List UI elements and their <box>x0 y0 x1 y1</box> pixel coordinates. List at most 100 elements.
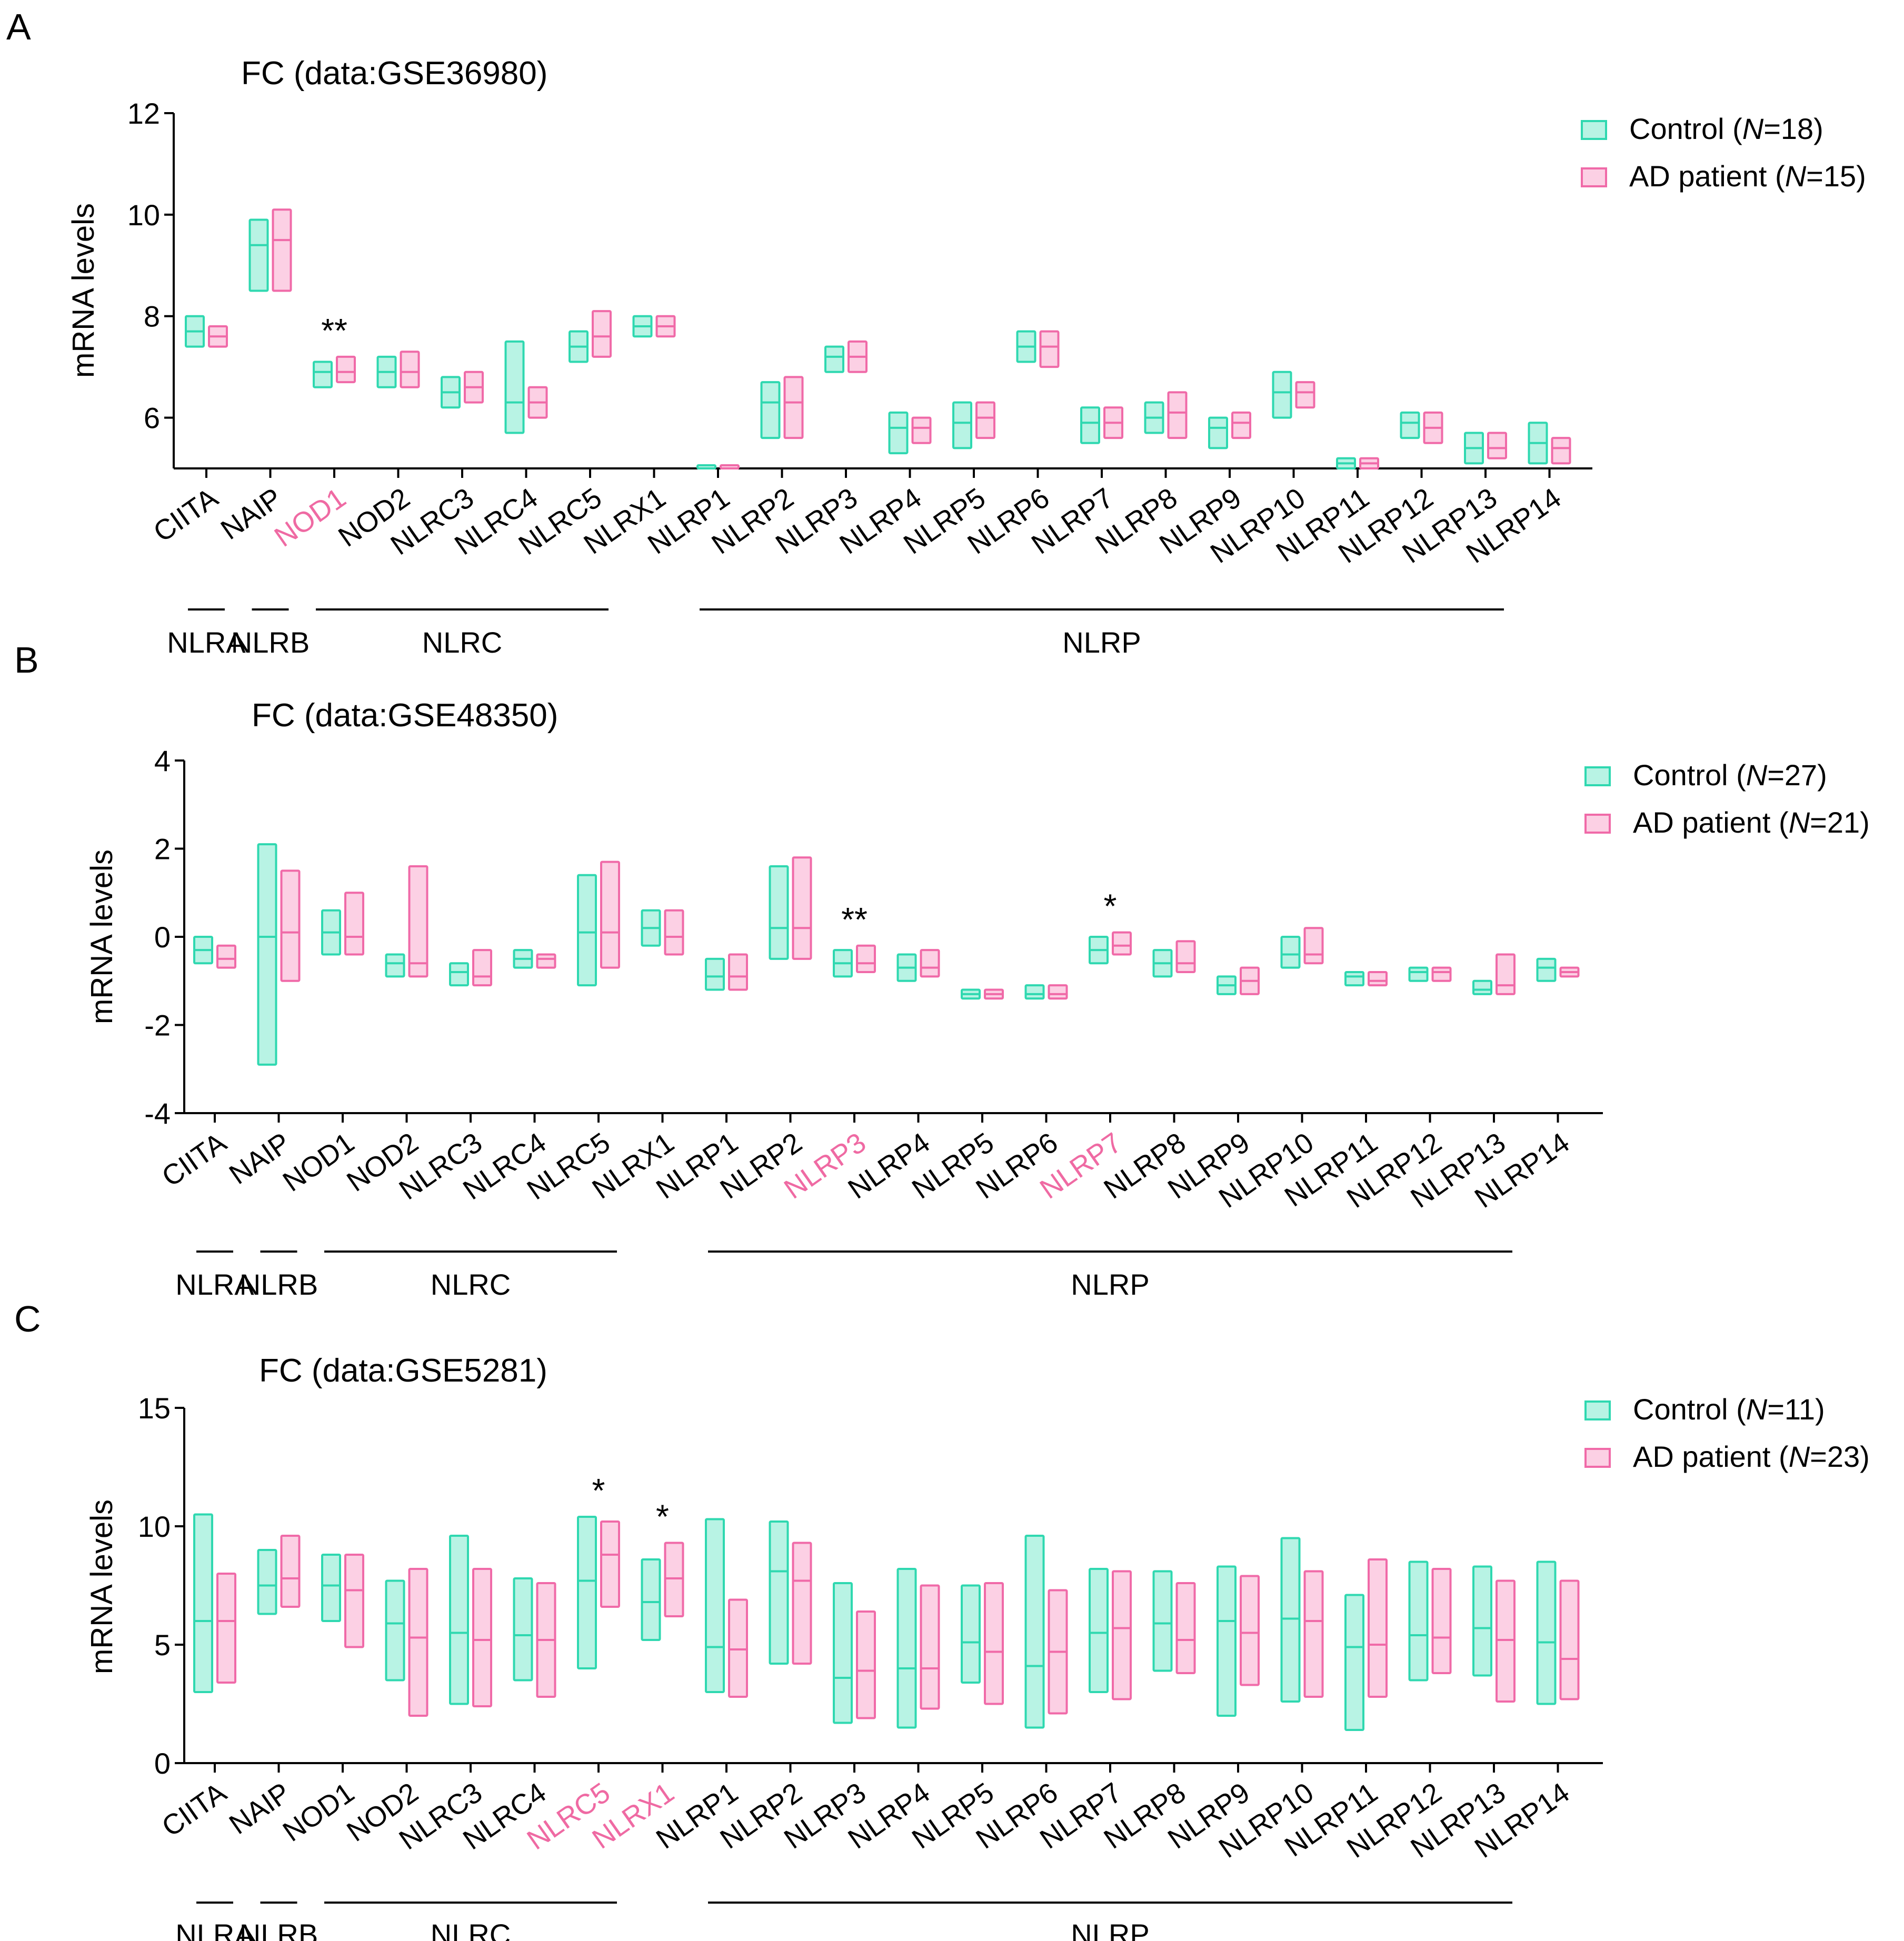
box-rect <box>577 1516 597 1669</box>
box-ad-patient-nlrp7 <box>1112 1570 1132 1700</box>
x-tick-label-ciita: CIITA <box>156 1127 232 1193</box>
box-rect <box>408 865 428 978</box>
box-rect <box>760 381 781 439</box>
box-control-nlrp12 <box>1408 1560 1429 1682</box>
box-control-nlrp5 <box>961 1584 981 1684</box>
box-ad-patient-nlrx1 <box>664 1542 684 1617</box>
box-control-nlrp10 <box>1280 936 1301 969</box>
x-tick-label-ciita: CIITA <box>156 1777 232 1843</box>
y-tick-label: -4 <box>144 1097 171 1130</box>
box-ad-patient-nlrp8 <box>1175 940 1196 973</box>
box-control-nlrp11 <box>1344 1594 1364 1731</box>
box-rect <box>1039 330 1060 368</box>
box-control-nlrc3 <box>449 962 469 987</box>
box-rect <box>536 953 556 969</box>
box-rect <box>1551 437 1571 465</box>
legend-swatch <box>1581 120 1607 140</box>
family-label-nlrp: NLRP <box>1062 626 1141 659</box>
x-tick-label-nod1: NOD1 <box>269 482 352 553</box>
box-ad-patient-nlrx1 <box>655 315 676 338</box>
box-rect <box>400 351 420 388</box>
legend-swatch <box>1584 1400 1611 1420</box>
box-rect <box>705 957 725 991</box>
box-control-nlrc3 <box>449 1535 469 1705</box>
box-control-nlrp14 <box>1536 957 1557 982</box>
y-tick-label: 0 <box>154 1747 171 1780</box>
box-ad-patient-nlrp12 <box>1431 1568 1452 1674</box>
family-label-nlrc: NLRC <box>422 626 502 659</box>
box-ad-patient-nlrp6 <box>1048 1589 1068 1715</box>
box-control-nlrp8 <box>1152 1570 1173 1672</box>
box-ad-patient-ciita <box>208 325 228 348</box>
box-rect <box>920 1584 940 1710</box>
box-control-ciita <box>193 1513 213 1693</box>
box-rect <box>833 1582 853 1724</box>
box-rect <box>1536 1560 1557 1705</box>
box-rect <box>792 1542 812 1665</box>
box-control-nlrp1 <box>705 1518 725 1693</box>
box-control-nlrp13 <box>1472 979 1492 995</box>
box-rect <box>321 1554 341 1622</box>
box-rect <box>664 909 684 956</box>
box-control-naip <box>257 843 277 1066</box>
box-rect <box>769 865 789 960</box>
box-rect <box>280 869 301 982</box>
legend-label: AD patient (N=23) <box>1633 1440 1870 1473</box>
box-rect <box>1080 406 1100 444</box>
box-rect <box>1368 1558 1388 1698</box>
box-control-nlrp9 <box>1208 416 1228 449</box>
box-rect <box>1208 416 1228 449</box>
box-ad-patient-nlrp7 <box>1112 931 1132 956</box>
box-rect <box>705 1518 725 1693</box>
box-rect <box>408 1568 428 1717</box>
box-control-nlrp13 <box>1472 1565 1492 1677</box>
y-tick-label: 6 <box>144 402 160 435</box>
box-ad-patient-nlrc4 <box>536 1582 556 1698</box>
box-rect <box>1368 971 1388 987</box>
box-control-nlrc3 <box>441 376 461 409</box>
panel-letter: B <box>14 639 39 681</box>
box-control-nlrp10 <box>1272 371 1292 419</box>
box-control-nlrp6 <box>1024 984 1045 1000</box>
box-control-nlrx1 <box>641 909 661 947</box>
box-control-nlrp14 <box>1536 1560 1557 1705</box>
box-rect <box>472 949 492 987</box>
box-rect <box>1400 411 1420 439</box>
box-ad-patient-nlrp4 <box>920 949 940 978</box>
box-rect <box>1295 381 1315 409</box>
box-ad-patient-nod2 <box>400 351 420 388</box>
box-control-nlrp6 <box>1024 1535 1045 1729</box>
box-control-nlrp13 <box>1464 432 1484 465</box>
family-label-nlra: NLRA <box>175 1268 254 1301</box>
box-rect <box>783 376 804 439</box>
box-ad-patient-nlrp12 <box>1423 411 1443 444</box>
box-rect <box>1112 931 1132 956</box>
box-rect <box>1024 1535 1045 1729</box>
box-control-nlrp10 <box>1280 1537 1301 1703</box>
box-control-nlrp8 <box>1144 401 1164 434</box>
chart-title: FC (data:GSE48350) <box>252 697 558 734</box>
box-ad-patient-naip <box>280 1535 301 1608</box>
family-label-nlrb: NLRB <box>240 1268 318 1301</box>
box-ad-patient-nlrp7 <box>1103 406 1123 439</box>
box-ad-patient-nlrp11 <box>1368 971 1388 987</box>
box-control-nod1 <box>313 361 333 388</box>
box-control-nlrp3 <box>824 345 844 373</box>
box-control-nlrp2 <box>769 865 789 960</box>
box-ad-patient-nlrp5 <box>975 401 995 439</box>
panel-letter: A <box>6 6 31 47</box>
box-ad-patient-nod2 <box>408 1568 428 1717</box>
box-control-nlrp8 <box>1152 949 1173 978</box>
box-rect <box>1048 984 1068 1000</box>
box-ad-patient-nlrc5 <box>600 861 620 969</box>
family-label-nlrc: NLRC <box>431 1268 511 1301</box>
box-rect <box>1175 940 1196 973</box>
box-control-nlrp2 <box>769 1520 789 1665</box>
box-rect <box>504 340 525 434</box>
box-ad-patient-nlrc5 <box>600 1520 620 1608</box>
y-tick-label: 10 <box>138 1510 171 1543</box>
family-label-nlrb: NLRB <box>240 1918 318 1941</box>
box-control-nlrp11 <box>1336 457 1356 470</box>
significance-mark: ** <box>841 901 868 938</box>
